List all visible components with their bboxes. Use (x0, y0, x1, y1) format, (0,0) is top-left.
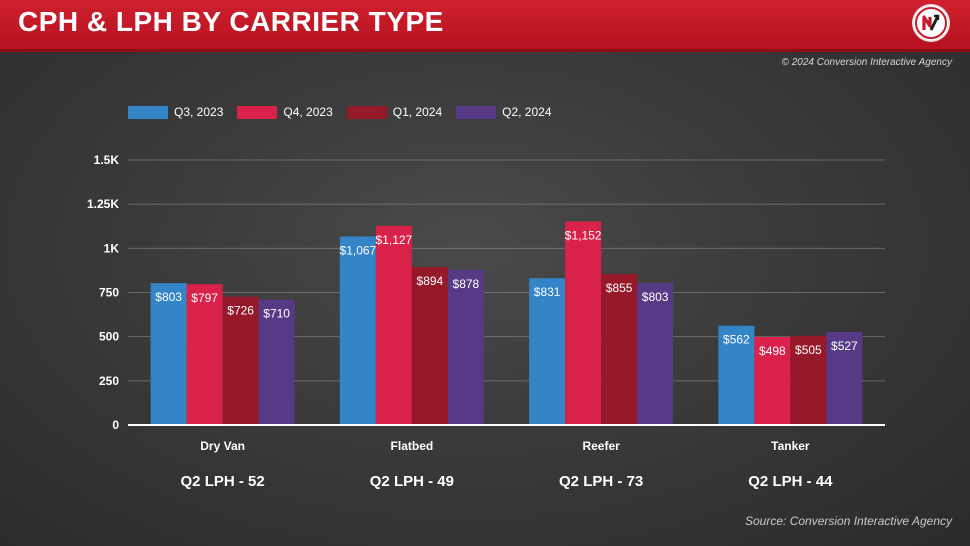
chart-legend: Q3, 2023 Q4, 2023 Q1, 2024 Q2, 2024 (128, 105, 552, 119)
data-label: $831 (534, 285, 561, 299)
y-tick-label: 1.5K (94, 153, 120, 167)
bar (754, 337, 791, 425)
data-label: $710 (263, 307, 290, 321)
bar (790, 335, 827, 425)
data-label: $505 (795, 343, 822, 357)
x-category-label: Reefer (582, 439, 620, 453)
bar (529, 278, 566, 425)
bar (565, 221, 602, 425)
data-label: $562 (723, 333, 750, 347)
legend-item-q2-2024: Q2, 2024 (456, 105, 552, 119)
copyright-text: © 2024 Conversion Interactive Agency (781, 57, 952, 68)
lph-annotation: Q2 LPH - 44 (748, 473, 833, 490)
y-tick-label: 1.25K (87, 197, 119, 211)
legend-item-q1-2024: Q1, 2024 (346, 105, 443, 119)
legend-swatch (128, 105, 168, 119)
x-category-label: Tanker (771, 439, 810, 453)
bar (339, 236, 376, 425)
data-label: $726 (227, 304, 254, 318)
legend-label: Q2, 2024 (502, 105, 552, 119)
bar (186, 284, 223, 425)
source-text: Source: Conversion Interactive Agency (745, 514, 952, 528)
legend-label: Q3, 2023 (174, 105, 224, 119)
bar (222, 296, 259, 425)
bar (637, 283, 674, 425)
carrier-logo-icon (914, 6, 948, 40)
x-category-label: Flatbed (391, 439, 434, 453)
bar (826, 331, 863, 425)
y-tick-label: 500 (99, 330, 119, 344)
y-tick-label: 750 (99, 286, 119, 300)
lph-annotation: Q2 LPH - 73 (559, 473, 643, 490)
legend-item-q4-2023: Q4, 2023 (237, 105, 333, 119)
lph-annotation: Q2 LPH - 49 (370, 473, 454, 490)
data-label: $1,127 (376, 233, 413, 247)
bar (601, 273, 638, 425)
data-label: $803 (642, 290, 669, 304)
y-tick-label: 0 (112, 418, 119, 432)
data-label: $855 (606, 281, 633, 295)
header-bar: CPH & LPH BY CARRIER TYPE (0, 0, 970, 52)
data-label: $803 (155, 290, 182, 304)
bar (150, 283, 187, 425)
legend-label: Q4, 2023 (283, 105, 333, 119)
data-label: $878 (453, 277, 480, 291)
x-category-label: Dry Van (200, 439, 245, 453)
bar (718, 325, 755, 425)
legend-item-q3-2023: Q3, 2023 (128, 105, 223, 119)
legend-swatch (237, 105, 278, 119)
bar (411, 267, 448, 425)
data-label: $1,152 (565, 228, 602, 242)
data-label: $527 (831, 339, 858, 353)
lph-annotation: Q2 LPH - 52 (181, 473, 265, 490)
data-label: $797 (191, 291, 218, 305)
y-tick-label: 250 (99, 374, 119, 388)
legend-swatch (346, 105, 387, 119)
legend-label: Q1, 2024 (392, 105, 443, 119)
bar (375, 225, 412, 425)
data-label: $894 (417, 274, 444, 288)
data-label: $498 (759, 344, 786, 358)
y-tick-label: 1K (104, 241, 120, 255)
page-title: CPH & LPH BY CARRIER TYPE (18, 6, 444, 37)
bar (258, 299, 295, 425)
legend-swatch (456, 105, 497, 119)
data-label: $1,067 (340, 243, 377, 257)
bar (447, 269, 484, 425)
